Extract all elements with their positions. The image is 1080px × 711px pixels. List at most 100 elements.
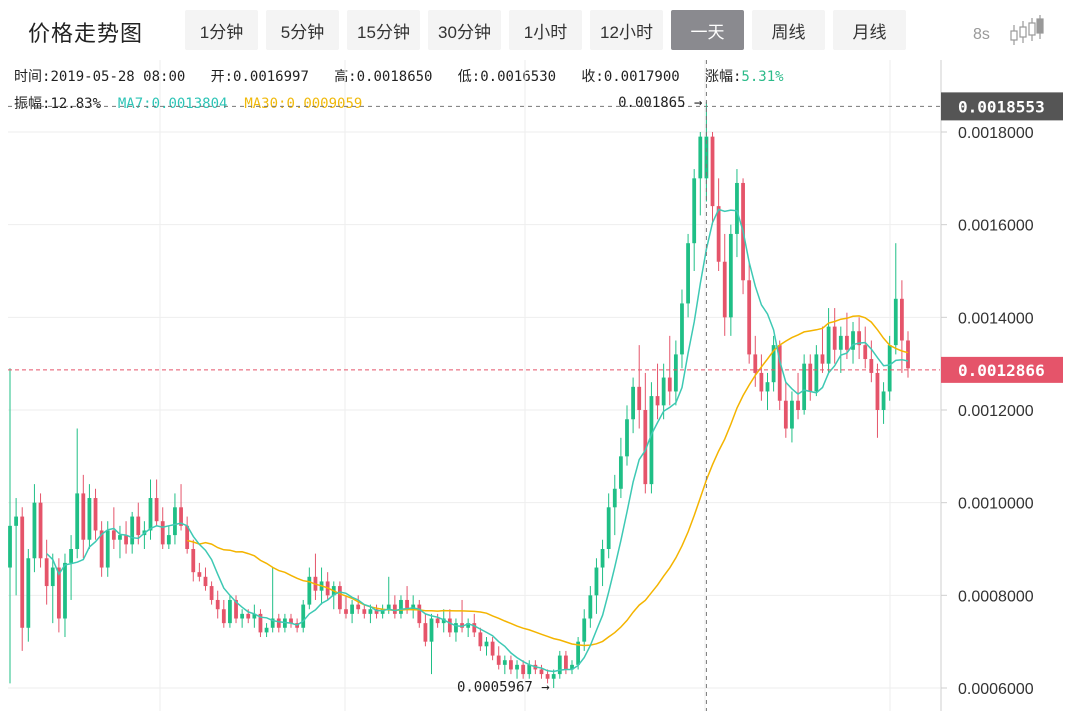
candle-body	[215, 599, 220, 610]
candle-body	[87, 498, 92, 540]
candle-body	[906, 340, 910, 369]
candle	[594, 558, 599, 614]
candle	[869, 340, 874, 383]
candle	[173, 493, 177, 545]
candle	[313, 553, 318, 600]
candle-body	[99, 530, 104, 568]
candle	[899, 280, 904, 373]
candle	[606, 493, 611, 559]
candle-body	[423, 623, 428, 642]
candle-body	[14, 516, 19, 526]
candle	[515, 660, 519, 679]
candle-body	[478, 632, 483, 647]
candle-body	[631, 386, 635, 420]
candle-body	[875, 372, 880, 410]
candle-body	[570, 664, 574, 670]
candle	[686, 233, 690, 318]
candle	[8, 368, 12, 684]
candle	[527, 660, 532, 679]
close-value: 0.0017900	[603, 69, 680, 85]
candle-body	[600, 549, 605, 568]
tab-30min[interactable]: 30分钟	[428, 10, 501, 50]
candle	[228, 595, 232, 628]
candle	[643, 372, 648, 494]
candle-body	[301, 604, 306, 628]
candle-body	[166, 535, 171, 545]
tab-monthly[interactable]: 月线	[833, 10, 906, 50]
page-title: 价格走势图	[28, 21, 144, 46]
candle-body	[680, 303, 684, 355]
candle-body	[368, 609, 373, 614]
tab-weekly[interactable]: 周线	[752, 10, 825, 50]
tab-15min[interactable]: 15分钟	[347, 10, 420, 50]
candle-body	[81, 493, 86, 540]
candle	[466, 618, 471, 638]
candle-body	[240, 613, 245, 619]
candle	[350, 599, 354, 624]
candle-body	[698, 136, 703, 179]
candle-body	[594, 567, 599, 596]
candlestick-chart[interactable]: 0.0018000 0.0016000 0.0014000 0.0012000 0.00…	[0, 60, 1080, 711]
candlestick-chart-icon[interactable]	[1008, 15, 1044, 47]
candle	[441, 609, 446, 633]
candle-body	[405, 599, 409, 610]
candle	[160, 507, 165, 549]
time-label: 时间:	[14, 69, 51, 85]
candle	[221, 599, 226, 628]
crosshair-price-tag	[941, 92, 1063, 121]
candle	[863, 326, 868, 369]
tab-12hour[interactable]: 12小时	[590, 10, 663, 50]
candle-body	[258, 613, 263, 633]
candle	[69, 535, 73, 600]
candle-body	[264, 627, 269, 633]
tab-1hour[interactable]: 1小时	[509, 10, 582, 50]
time-value: 2019-05-28 08:00	[50, 69, 186, 85]
tab-5min[interactable]: 5分钟	[266, 10, 339, 50]
candle-body	[618, 456, 623, 489]
candle-body	[160, 521, 165, 545]
candle	[81, 474, 86, 559]
candle	[881, 382, 886, 424]
candle	[484, 637, 489, 656]
candle	[582, 609, 587, 651]
candle-body	[252, 613, 257, 619]
candle-body	[521, 664, 526, 675]
tab-1min[interactable]: 1分钟	[185, 10, 258, 50]
candle	[130, 511, 135, 554]
candle	[215, 590, 220, 619]
candle-body	[655, 396, 660, 406]
candle	[87, 484, 92, 549]
open-label: 开:	[210, 69, 234, 85]
candle-body	[234, 599, 238, 619]
candle-body	[386, 604, 391, 610]
candle-body	[716, 206, 721, 262]
candle-body	[50, 567, 55, 587]
candle	[747, 261, 752, 364]
candle	[557, 650, 562, 679]
candle	[26, 549, 31, 642]
candle	[649, 382, 654, 494]
candle	[368, 604, 373, 624]
candle-body	[136, 516, 141, 536]
candle-body	[502, 660, 507, 665]
candle-body	[790, 400, 794, 429]
refresh-interval[interactable]: 8s	[973, 26, 990, 43]
candle	[423, 613, 428, 647]
ma30-label: MA30:	[244, 96, 287, 112]
candle-body	[838, 335, 843, 350]
candle	[814, 345, 819, 397]
candle-body	[32, 502, 37, 559]
candle-body	[20, 516, 25, 628]
candle	[600, 539, 605, 587]
candle	[307, 567, 312, 610]
candle-body	[270, 618, 275, 628]
candle-body	[26, 558, 31, 628]
candle	[637, 345, 642, 429]
tab-1day[interactable]: 一天	[671, 10, 744, 50]
candle	[612, 474, 617, 536]
candle-body	[484, 641, 489, 647]
candle	[301, 599, 306, 633]
candle	[802, 354, 807, 415]
change-label: 涨幅:	[704, 69, 742, 85]
candle	[564, 650, 568, 675]
